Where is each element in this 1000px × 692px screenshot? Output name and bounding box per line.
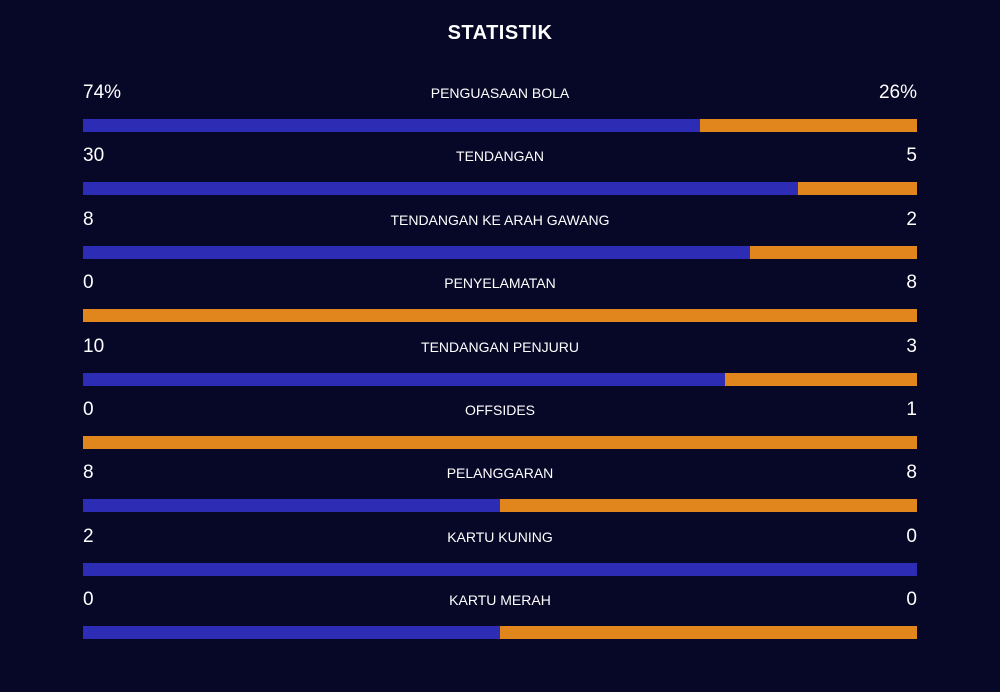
stat-label: TENDANGAN KE ARAH GAWANG: [390, 211, 610, 228]
stat-row: 30 TENDANGAN 5: [83, 141, 917, 204]
stat-row: 2 KARTU KUNING 0: [83, 522, 917, 585]
stat-header: 0 PENYELAMATAN 8: [83, 268, 917, 298]
comparison-bar: [83, 309, 917, 323]
stat-label: PENYELAMATAN: [444, 275, 556, 292]
stat-row: 74% PENGUASAAN BOLA 26%: [83, 78, 917, 141]
stat-header: 0 OFFSIDES 1: [83, 395, 917, 425]
stat-header: 30 TENDANGAN 5: [83, 141, 917, 171]
away-bar-segment: [724, 372, 917, 386]
away-value: 1: [906, 398, 917, 420]
home-bar-segment: [83, 245, 751, 259]
away-bar-segment: [83, 309, 917, 323]
stat-label: KARTU KUNING: [447, 528, 553, 545]
comparison-bar: [83, 562, 917, 576]
home-value: 74%: [83, 82, 122, 103]
comparison-bar: [83, 626, 917, 640]
away-value: 5: [906, 145, 917, 167]
away-value: 0: [906, 525, 917, 547]
away-bar-segment: [797, 182, 917, 196]
home-value: 10: [83, 335, 105, 357]
comparison-bar: [83, 372, 917, 386]
away-bar-segment: [500, 499, 917, 513]
home-value: 0: [83, 398, 94, 420]
comparison-bar: [83, 119, 917, 132]
stat-label: TENDANGAN: [456, 148, 544, 165]
stat-row: 8 TENDANGAN KE ARAH GAWANG 2: [83, 205, 917, 268]
home-value: 0: [83, 589, 94, 611]
stat-header: 0 KARTU MERAH 0: [83, 585, 917, 615]
home-bar-segment: [83, 626, 500, 640]
stat-header: 2 KARTU KUNING 0: [83, 522, 917, 552]
home-bar-segment: [83, 562, 917, 576]
away-bar-segment: [700, 119, 917, 132]
home-value: 30: [83, 145, 105, 167]
stat-header: 8 TENDANGAN KE ARAH GAWANG 2: [83, 205, 917, 235]
stat-header: 8 PELANGGARAN 8: [83, 458, 917, 488]
home-bar-segment: [83, 372, 725, 386]
away-value: 0: [906, 589, 917, 611]
away-value: 8: [906, 462, 917, 484]
home-value: 2: [83, 525, 94, 547]
stat-header: 10 TENDANGAN PENJURU 3: [83, 332, 917, 362]
home-bar-segment: [83, 119, 701, 132]
home-value: 0: [83, 272, 94, 294]
home-value: 8: [83, 208, 94, 230]
away-value: 26%: [878, 82, 917, 103]
away-bar-segment: [500, 626, 917, 640]
away-value: 2: [906, 208, 917, 230]
home-value: 8: [83, 462, 94, 484]
comparison-bar: [83, 245, 917, 259]
comparison-bar: [83, 182, 917, 196]
home-bar-segment: [83, 182, 798, 196]
away-value: 3: [906, 335, 917, 357]
stat-header: 74% PENGUASAAN BOLA 26%: [83, 78, 917, 108]
stat-row: 10 TENDANGAN PENJURU 3: [83, 332, 917, 395]
stat-label: PENGUASAAN BOLA: [430, 85, 570, 101]
stat-row: 0 OFFSIDES 1: [83, 395, 917, 458]
comparison-bar: [83, 435, 917, 449]
panel-title: STATISTIK: [447, 22, 553, 44]
stat-list: 74% PENGUASAAN BOLA 26% 30 TENDANGAN 5 8 TENDAN…: [83, 78, 917, 649]
stat-label: TENDANGAN PENJURU: [421, 338, 579, 355]
stat-label: KARTU MERAH: [449, 592, 551, 609]
stat-row: 8 PELANGGARAN 8: [83, 458, 917, 521]
away-bar-segment: [83, 435, 917, 449]
away-value: 8: [906, 272, 917, 294]
stat-row: 0 PENYELAMATAN 8: [83, 268, 917, 331]
stat-row: 0 KARTU MERAH 0: [83, 585, 917, 648]
stat-label: PELANGGARAN: [446, 465, 554, 482]
stat-label: OFFSIDES: [464, 401, 535, 418]
comparison-bar: [83, 499, 917, 513]
home-bar-segment: [83, 499, 500, 513]
away-bar-segment: [750, 245, 917, 259]
